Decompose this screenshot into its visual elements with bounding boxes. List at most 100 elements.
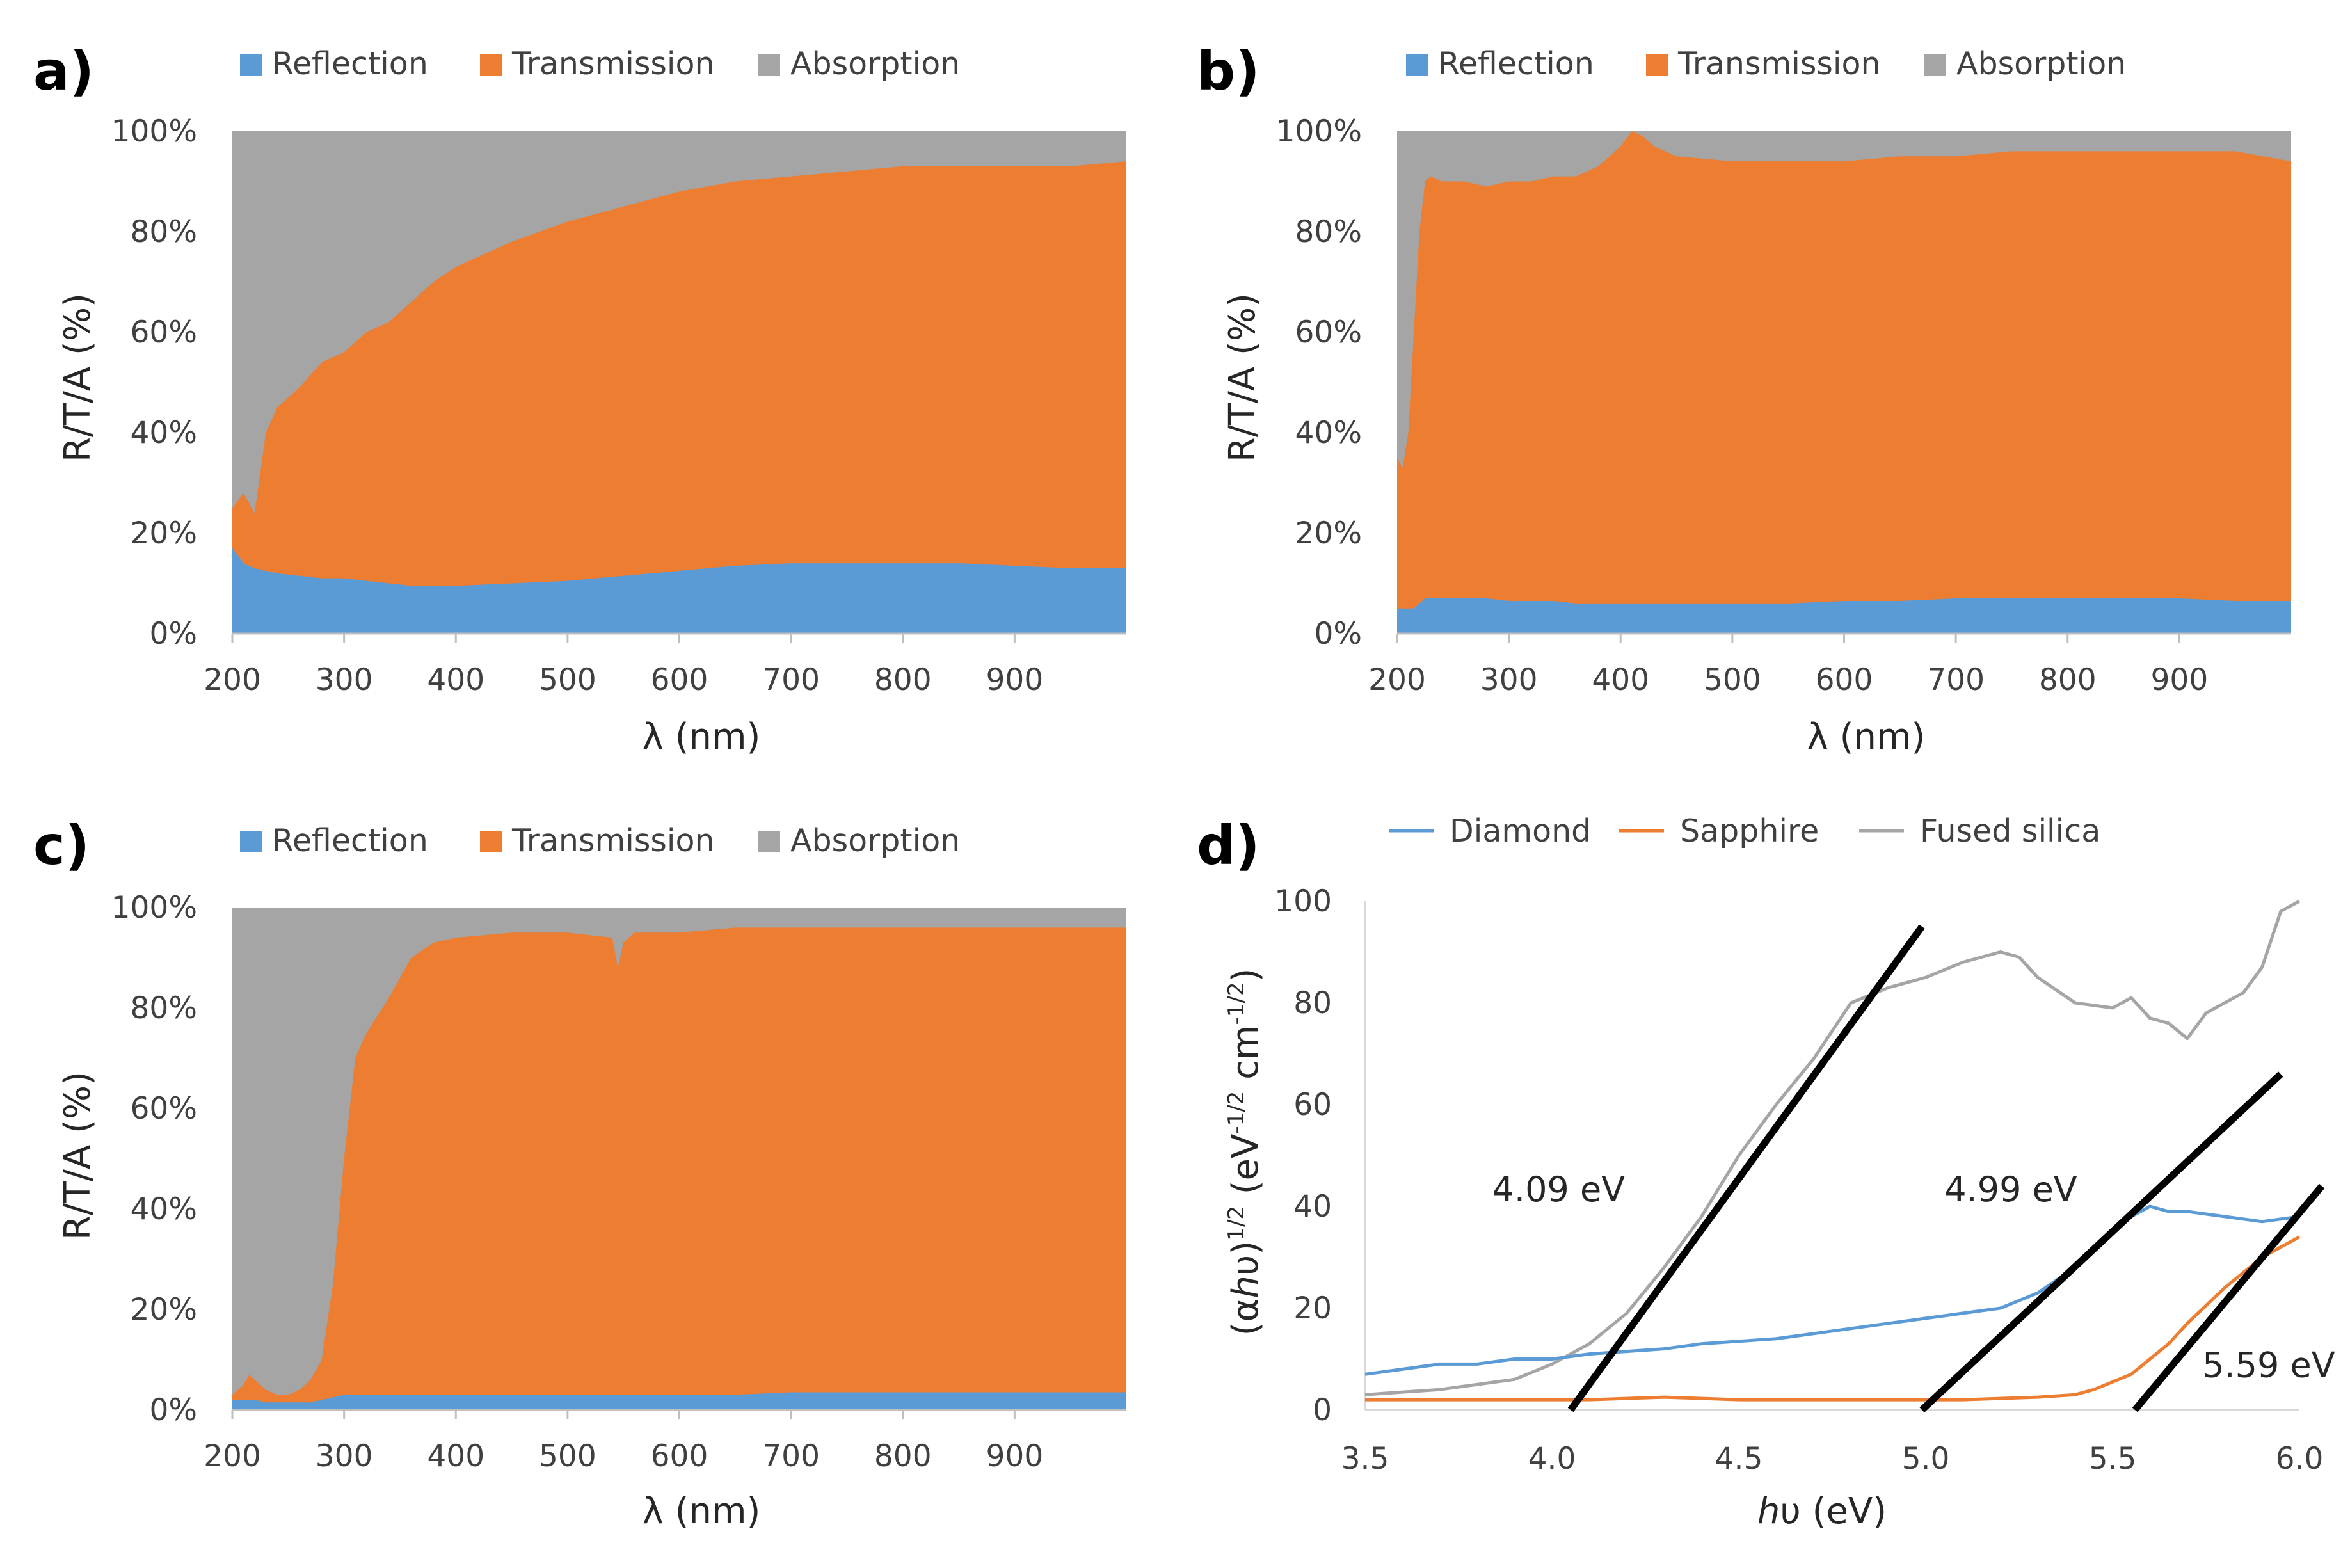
y-tick-label: 0% xyxy=(149,1393,197,1428)
x-tick-label: 5.0 xyxy=(1902,1441,1950,1476)
legend-label-absorption: Absorption xyxy=(790,45,960,82)
panel-label: b) xyxy=(1197,40,1260,102)
fit-line-5-59 xyxy=(2132,1183,2325,1412)
legend-swatch-transmission xyxy=(480,831,502,852)
x-tick-label: 200 xyxy=(204,1439,261,1474)
x-tick-label: 900 xyxy=(2151,662,2209,698)
panel-d: d) Diamond Sapphire Fused silica 3.5 4.0 4… xyxy=(1197,813,2335,1532)
legend: Reflection Transmission Absorption xyxy=(1406,45,2126,82)
legend-swatch-transmission xyxy=(1646,54,1668,76)
plot-area: 200 300 400 500 600 700 800 900 0% 20% 40% 60% 80% 10… xyxy=(111,890,1126,1474)
x-tick-label: 700 xyxy=(762,662,820,698)
y-tick-label: 20% xyxy=(131,516,197,551)
y-tick-label: 80 xyxy=(1293,986,1332,1021)
x-tick-label: 400 xyxy=(427,662,484,698)
y-tick-label: 60 xyxy=(1293,1087,1332,1123)
fit-line-4-09 xyxy=(1567,924,1925,1412)
x-tick-label: 700 xyxy=(1927,662,1985,698)
y-tick-label: 100% xyxy=(1276,114,1362,149)
diamond-line xyxy=(1364,1204,2300,1376)
band-gap-label: 4.09 eV xyxy=(1492,1169,1626,1210)
legend-swatch-reflection xyxy=(1406,54,1428,76)
legend-label-reflection: Reflection xyxy=(1438,45,1594,82)
y-tick-label: 0 xyxy=(1313,1393,1332,1428)
y-tick-label: 80% xyxy=(1295,214,1362,250)
x-tick-label: 3.5 xyxy=(1341,1441,1389,1476)
x-tick-label: 300 xyxy=(316,1439,373,1474)
y-tick-label: 60% xyxy=(131,1091,197,1126)
legend-label-absorption: Absorption xyxy=(1956,45,2126,82)
fused-silica-line xyxy=(1364,899,2301,1396)
y-tick-label: 60% xyxy=(1295,315,1362,350)
y-tick-label: 40% xyxy=(131,1192,197,1227)
x-tick-label: 800 xyxy=(874,662,932,698)
legend-label-sapphire: Sapphire xyxy=(1680,813,1819,849)
transmission-area xyxy=(232,927,1126,1410)
y-tick-label: 40% xyxy=(131,415,197,451)
transmission-area xyxy=(1397,131,2291,634)
x-tick-label: 500 xyxy=(539,662,596,698)
y-tick-label: 0% xyxy=(1314,616,1362,652)
plot-area: 3.5 4.0 4.5 5.0 5.5 6.0 0 20 40 60 80 100 4.09 eV 4.9… xyxy=(1274,884,2335,1476)
x-tick-label: 900 xyxy=(986,1439,1044,1474)
x-axis-title: λ (nm) xyxy=(1807,716,1926,758)
panel-label: d) xyxy=(1197,814,1260,877)
y-tick-label: 100% xyxy=(111,890,197,925)
legend-label-transmission: Transmission xyxy=(511,45,715,82)
legend-label-fused-silica: Fused silica xyxy=(1920,813,2100,849)
y-tick-label: 100 xyxy=(1274,884,1332,919)
x-tick-label: 800 xyxy=(874,1439,932,1474)
y-tick-label: 40 xyxy=(1293,1189,1332,1224)
x-tick-label: 900 xyxy=(986,662,1044,698)
reflection-area xyxy=(1397,598,2291,634)
legend-swatch-reflection xyxy=(240,831,262,852)
y-axis-title: R/T/A (%) xyxy=(57,1071,99,1240)
reflection-area xyxy=(232,1392,1126,1410)
y-tick-label: 80% xyxy=(131,991,197,1026)
legend-label-diamond: Diamond xyxy=(1450,813,1591,849)
legend: Diamond Sapphire Fused silica xyxy=(1389,813,2100,849)
legend-label-reflection: Reflection xyxy=(272,45,428,82)
x-axis-title: hυ (eV) xyxy=(1757,1491,1887,1532)
x-tick-label: 500 xyxy=(1704,662,1761,698)
legend-swatch-transmission xyxy=(480,54,502,76)
legend: Reflection Transmission Absorption xyxy=(240,822,960,859)
x-tick-label: 5.5 xyxy=(2089,1441,2137,1476)
legend: Reflection Transmission Absorption xyxy=(240,45,960,82)
x-tick-label: 4.0 xyxy=(1528,1441,1576,1476)
y-tick-label: 80% xyxy=(131,214,197,250)
x-tick-label: 300 xyxy=(1480,662,1538,698)
plot-area: 200 300 400 500 600 700 800 900 0% 20% 40% 60% 80% 10… xyxy=(1276,114,2291,698)
x-tick-label: 800 xyxy=(2039,662,2097,698)
x-tick-label: 400 xyxy=(427,1439,484,1474)
plot-area: 200 300 400 500 600 700 800 900 0% 20% 40% 60% 80% 10… xyxy=(111,114,1126,698)
fit-line-4-99 xyxy=(1919,1071,2283,1413)
y-tick-label: 0% xyxy=(149,616,197,652)
x-tick-label: 200 xyxy=(1368,662,1426,698)
legend-swatch-absorption xyxy=(758,54,780,76)
panel-c: c) Reflection Transmission Absorption 20… xyxy=(33,814,1126,1532)
x-axis-title: λ (nm) xyxy=(643,716,761,758)
panel-label: a) xyxy=(33,40,94,102)
legend-label-transmission: Transmission xyxy=(1677,45,1881,82)
x-tick-label: 600 xyxy=(1816,662,1873,698)
legend-swatch-reflection xyxy=(240,54,262,76)
x-axis-title: λ (nm) xyxy=(643,1491,761,1532)
reflection-area xyxy=(232,548,1126,634)
x-tick-label: 6.0 xyxy=(2276,1441,2324,1476)
sapphire-line xyxy=(1365,1235,2301,1402)
y-axis-title: R/T/A (%) xyxy=(1222,293,1263,462)
y-axis-title: (αhυ)1/2 (eV-1/2 cm-1/2) xyxy=(1224,968,1267,1336)
transmission-area xyxy=(232,161,1126,634)
legend-swatch-absorption xyxy=(1924,54,1946,76)
x-tick-label: 4.5 xyxy=(1715,1441,1763,1476)
x-tick-label: 400 xyxy=(1592,662,1649,698)
panel-a: a) Reflection Transmission Absorption 20… xyxy=(33,40,1126,758)
x-tick-label: 600 xyxy=(651,1439,708,1474)
y-tick-label: 60% xyxy=(131,315,197,350)
x-tick-label: 200 xyxy=(204,662,261,698)
y-tick-label: 40% xyxy=(1295,415,1362,451)
x-tick-label: 600 xyxy=(651,662,708,698)
legend-label-reflection: Reflection xyxy=(272,822,428,859)
y-tick-label: 100% xyxy=(111,114,197,149)
